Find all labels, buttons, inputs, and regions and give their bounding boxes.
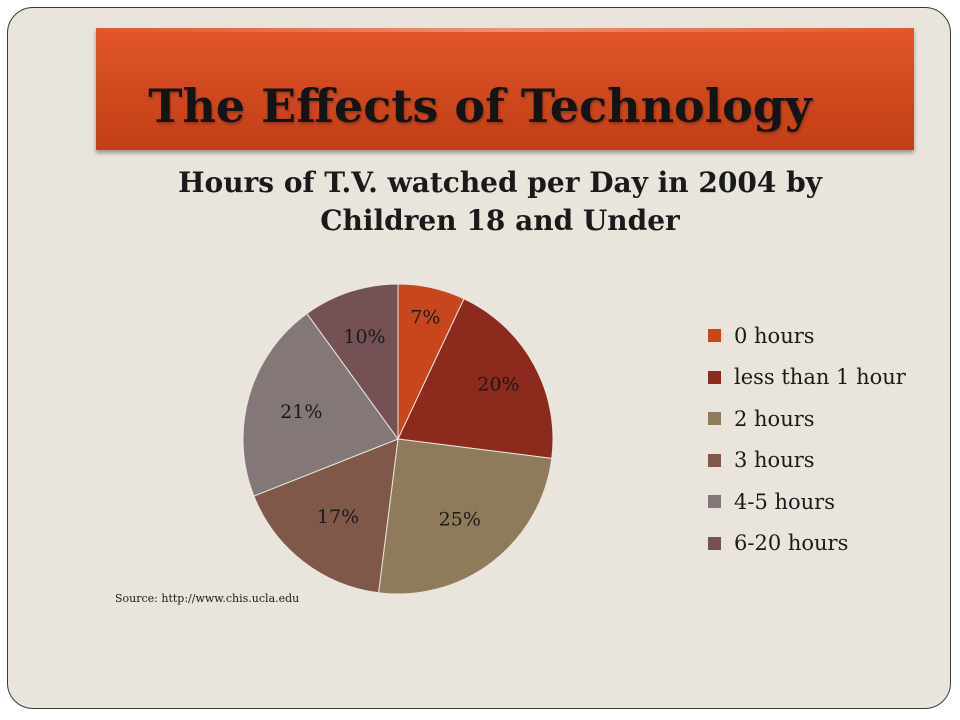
chart-title: Hours of T.V. watched per Day in 2004 by… [170,164,830,240]
pie-slice-2-hours [378,438,553,595]
pie-slice-4-5-hours [242,312,399,497]
legend-label: 6-20 hours [734,531,849,556]
legend-swatch [708,536,721,550]
legend-label: 3 hours [734,448,815,473]
legend-label: 2 hours [734,406,815,431]
legend-item: less than 1 hour [708,357,906,399]
legend-swatch [708,329,721,343]
source-note: Source: http://www.chis.ucla.edu [115,592,300,605]
pie-data-label: 10% [343,326,385,348]
chart-title-line-1: Hours of T.V. watched per Day in 2004 by [178,166,822,199]
pie-slice-3-hours [253,438,399,594]
legend-swatch [708,412,721,426]
pie-data-label: 21% [280,401,322,423]
legend-label: less than 1 hour [734,365,906,390]
pie-data-label: 7% [410,307,440,329]
legend-label: 0 hours [734,323,815,348]
legend-label: 4-5 hours [734,489,836,514]
slide-title: The Effects of Technology [148,79,812,133]
pie-data-label: 20% [477,374,519,396]
pie-slice-6-20-hours [306,283,399,441]
title-banner [96,28,914,150]
chart-legend: 0 hours less than 1 hour 2 hours 3 hours 4-5… [708,315,906,564]
legend-item: 6-20 hours [708,523,906,565]
pie-data-label: 17% [317,506,359,528]
legend-item: 4-5 hours [708,481,906,523]
legend-item: 3 hours [708,440,906,482]
legend-item: 2 hours [708,398,906,440]
legend-swatch [708,370,721,384]
legend-swatch [708,495,721,509]
legend-swatch [708,453,721,467]
pie-data-label: 25% [439,509,481,531]
legend-item: 0 hours [708,315,906,357]
chart-title-line-2: Children 18 and Under [320,204,680,237]
pie-slice-less-than-1-hour [397,298,554,459]
